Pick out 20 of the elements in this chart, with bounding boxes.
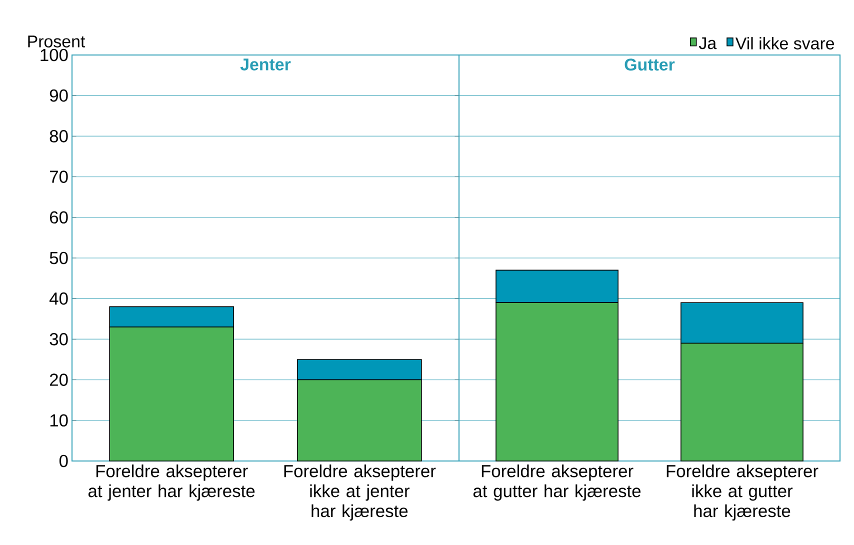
x-tick-label: Foreldre aksepterer ikke at gutter har kjæreste: [666, 464, 818, 521]
y-tick-label: 30: [50, 333, 68, 346]
y-tick-label: 50: [50, 252, 68, 264]
x-tick-label: Foreldre aksepterer ikke at jenter har kjæreste: [284, 464, 436, 521]
y-tick-label: 80: [50, 130, 68, 142]
legend-label: Ja: [698, 37, 717, 50]
y-tick-label: 40: [50, 292, 68, 305]
y-tick-label: 20: [50, 374, 68, 386]
y-tick-label: 60: [50, 211, 68, 224]
y-tick-label: 0: [59, 454, 68, 468]
chart-title: Gutter: [624, 58, 675, 71]
y-tick-label: 10: [50, 414, 68, 427]
y-tick-label: 90: [50, 89, 68, 102]
y-tick-label: 100: [40, 48, 68, 62]
chart-title: Jenter: [240, 58, 291, 70]
x-tick-label: Foreldre aksepterer at jenter har kjæreste: [88, 464, 255, 501]
y-axis-title: Prosent: [28, 36, 86, 48]
x-tick-label: Foreldre aksepterer at gutter har kjæreste: [473, 464, 641, 501]
y-tick-label: 70: [50, 170, 68, 183]
legend-label: Vil ikke svare: [735, 37, 834, 50]
